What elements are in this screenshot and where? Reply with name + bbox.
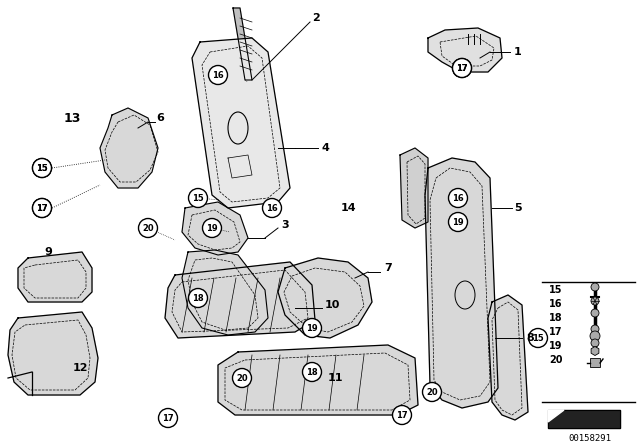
Text: 17: 17 — [456, 64, 468, 73]
Polygon shape — [278, 258, 372, 338]
Circle shape — [202, 219, 221, 237]
Text: 18: 18 — [192, 293, 204, 302]
Text: 15: 15 — [532, 333, 544, 343]
Circle shape — [232, 369, 252, 388]
Polygon shape — [18, 252, 92, 302]
Text: 2: 2 — [312, 13, 320, 23]
Circle shape — [33, 198, 51, 217]
Text: 15: 15 — [192, 194, 204, 202]
Text: 15: 15 — [549, 285, 563, 295]
Text: 17: 17 — [549, 327, 563, 337]
Text: 18: 18 — [306, 367, 318, 376]
Polygon shape — [165, 262, 315, 338]
Text: 1: 1 — [514, 47, 522, 57]
Text: 16: 16 — [266, 203, 278, 212]
Text: 20: 20 — [549, 355, 563, 365]
Text: 20: 20 — [426, 388, 438, 396]
Text: 17: 17 — [162, 414, 174, 422]
Polygon shape — [100, 108, 158, 188]
Polygon shape — [548, 410, 620, 428]
Text: 19: 19 — [306, 323, 318, 332]
Text: 5: 5 — [514, 203, 522, 213]
Text: 13: 13 — [63, 112, 81, 125]
Polygon shape — [182, 202, 248, 255]
Text: 00158291: 00158291 — [568, 434, 611, 443]
Circle shape — [262, 198, 282, 217]
Text: 3: 3 — [281, 220, 289, 230]
Text: 20: 20 — [236, 374, 248, 383]
Circle shape — [33, 198, 51, 217]
Text: 17: 17 — [456, 64, 468, 73]
Polygon shape — [428, 28, 502, 72]
Text: 9: 9 — [44, 247, 52, 257]
Circle shape — [189, 289, 207, 307]
Circle shape — [590, 331, 600, 341]
Polygon shape — [192, 38, 290, 208]
Text: 16: 16 — [549, 299, 563, 309]
Circle shape — [449, 212, 467, 232]
Text: 18: 18 — [549, 313, 563, 323]
Text: 17: 17 — [396, 410, 408, 419]
Circle shape — [159, 409, 177, 427]
Circle shape — [33, 159, 51, 177]
Circle shape — [591, 339, 599, 347]
Polygon shape — [182, 250, 268, 335]
Polygon shape — [548, 410, 564, 422]
Text: 7: 7 — [384, 263, 392, 273]
Circle shape — [209, 65, 227, 85]
Text: 15: 15 — [36, 164, 48, 172]
Text: 12: 12 — [72, 363, 88, 373]
Circle shape — [591, 283, 599, 291]
Text: 14: 14 — [340, 203, 356, 213]
Polygon shape — [8, 312, 98, 395]
Text: 8: 8 — [526, 333, 534, 343]
FancyBboxPatch shape — [590, 358, 600, 367]
Text: 16: 16 — [452, 194, 464, 202]
Circle shape — [452, 59, 472, 78]
Text: 19: 19 — [452, 217, 464, 227]
Circle shape — [529, 328, 547, 348]
Circle shape — [422, 383, 442, 401]
Text: 16: 16 — [212, 70, 224, 79]
Polygon shape — [488, 295, 528, 420]
Text: 15: 15 — [36, 164, 48, 172]
Circle shape — [189, 189, 207, 207]
Circle shape — [591, 297, 599, 305]
Text: 6: 6 — [156, 113, 164, 123]
Text: 19: 19 — [549, 341, 563, 351]
Text: 17: 17 — [36, 203, 48, 212]
Text: 17: 17 — [36, 203, 48, 212]
Circle shape — [452, 59, 472, 78]
Circle shape — [303, 362, 321, 382]
Polygon shape — [425, 158, 498, 408]
Text: 4: 4 — [321, 143, 329, 153]
Text: 10: 10 — [324, 300, 340, 310]
Polygon shape — [400, 148, 428, 228]
Circle shape — [138, 219, 157, 237]
Text: 20: 20 — [142, 224, 154, 233]
Circle shape — [33, 159, 51, 177]
Circle shape — [303, 319, 321, 337]
Polygon shape — [233, 8, 252, 80]
Polygon shape — [218, 345, 418, 415]
Text: 19: 19 — [206, 224, 218, 233]
Circle shape — [591, 309, 599, 317]
Text: 11: 11 — [327, 373, 343, 383]
Circle shape — [591, 325, 599, 333]
Circle shape — [392, 405, 412, 425]
Circle shape — [449, 189, 467, 207]
